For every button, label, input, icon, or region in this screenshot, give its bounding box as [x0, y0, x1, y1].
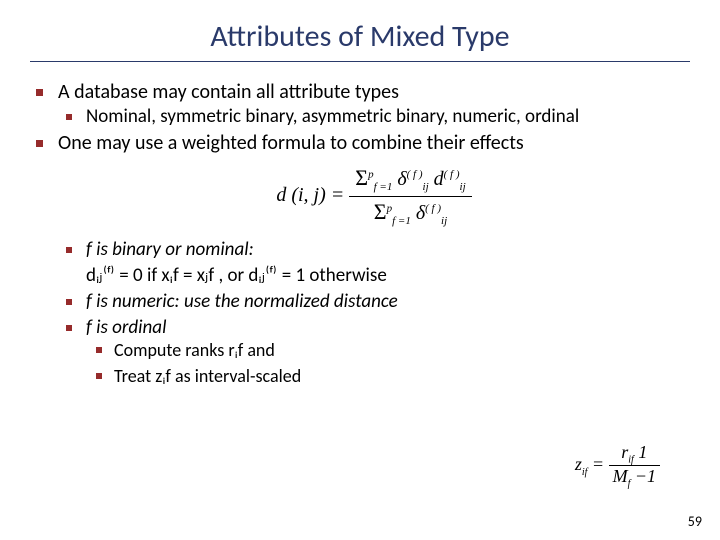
bullet-2: One may use a weighted formula to combin…: [30, 131, 690, 388]
bullet-3-line: dᵢⱼ⁽ᶠ⁾ = 0 if xᵢf = xⱼf , or dᵢⱼ⁽ᶠ⁾ = 1 …: [58, 264, 690, 288]
bullet-5b: Treat zᵢf as interval-scaled: [86, 365, 690, 388]
slide-title: Attributes of Mixed Type: [30, 18, 690, 55]
title-divider: [30, 61, 690, 62]
bullet-5: f is ordinal Compute ranks rᵢf and Treat…: [58, 316, 690, 389]
bullet-4: f is numeric: use the normalized distanc…: [58, 290, 690, 314]
bullet-3-text: f is binary or nominal:: [86, 238, 254, 261]
bullet-1-text: A database may contain all attribute typ…: [58, 80, 399, 104]
bullet-list: A database may contain all attribute typ…: [30, 80, 690, 388]
page-number: 59: [688, 513, 702, 530]
bullet-5a: Compute ranks rᵢf and: [86, 339, 690, 362]
slide: Attributes of Mixed Type A database may …: [0, 0, 720, 388]
bullet-2-text: One may use a weighted formula to combin…: [58, 131, 524, 155]
side-formula: zif = rif 1 Mf −1: [575, 442, 660, 490]
formula-lhs: d (i, j) =: [276, 184, 344, 206]
bullet-3: f is binary or nominal:: [58, 238, 690, 262]
bullet-1a: Nominal, symmetric binary, asymmetric bi…: [58, 105, 690, 129]
main-formula: d (i, j) = Σpf =1 δ( f )ij d( f )ij Σpf …: [58, 164, 690, 229]
bullet-1: A database may contain all attribute typ…: [30, 80, 690, 129]
